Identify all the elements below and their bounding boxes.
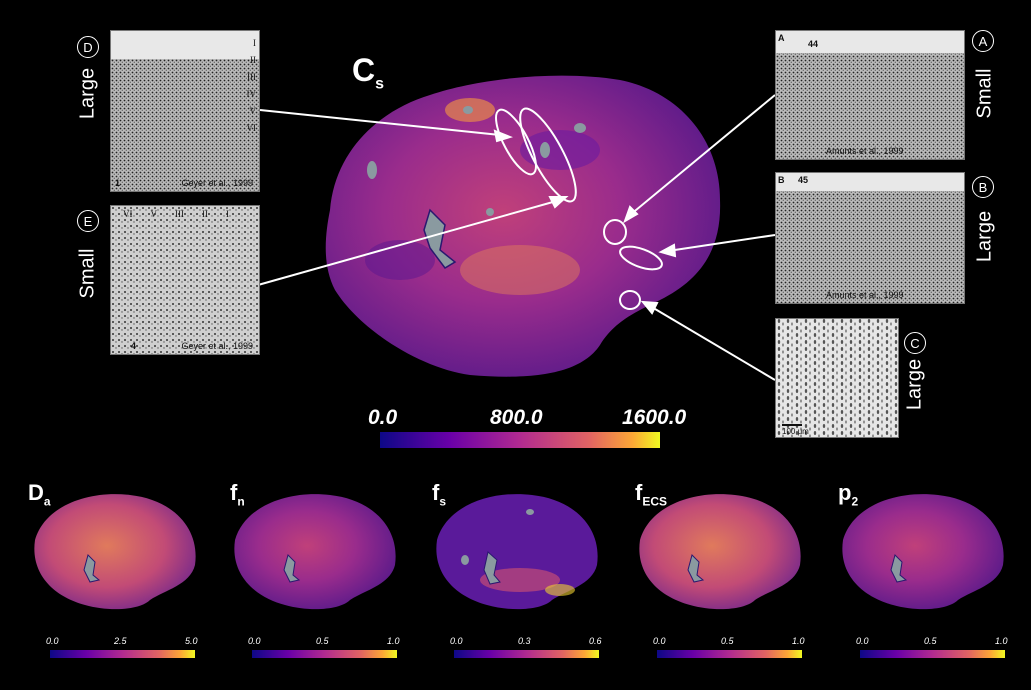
colorbar-p2 (860, 650, 1005, 658)
colorbar-fs (454, 650, 599, 658)
histology-panel-c: 100 μm (775, 318, 899, 438)
cbar-p2-mid: 0.5 (924, 636, 937, 646)
histology-e-letter: E (77, 210, 99, 232)
main-map-title: Cs (352, 52, 385, 93)
small-brain-fs (436, 494, 598, 610)
colorbar-min-label: 0.0 (368, 406, 398, 429)
histology-panel-e: 4 Geyer et al., 1999 VI V III II I (110, 205, 260, 355)
histology-e-number: 4 (131, 341, 137, 351)
histology-e-layers: VI V III II I (123, 209, 229, 219)
cbar-da-mid: 2.5 (114, 636, 127, 646)
histology-d-number: 1 (115, 178, 121, 188)
histology-a-letter: A (972, 30, 994, 52)
histology-d-size-label: Large (76, 67, 99, 120)
histology-e-size-label: Small (76, 248, 99, 299)
cbar-fs-mid: 0.3 (518, 636, 531, 646)
histology-b-caption: Amunts et al., 1999 (826, 290, 904, 300)
colorbar-max-label: 1600.0 (622, 406, 687, 429)
small-brain-fecs (639, 494, 801, 610)
small-map-title-p2: p2 (838, 480, 859, 509)
main-brain-surface (325, 75, 721, 377)
histology-panel-a: A 44 Amunts et al., 1999 (775, 30, 965, 160)
histology-e-caption: Geyer et al., 1999 (181, 341, 253, 351)
cbar-fs-max: 0.6 (589, 636, 602, 646)
histology-b-size-label: Large (973, 210, 996, 263)
histology-a-size-label: Small (973, 68, 996, 119)
histology-d-caption: Geyer et al., 1999 (181, 178, 253, 188)
histology-d-letter: D (77, 36, 99, 58)
histology-b-number: 45 (798, 175, 809, 185)
cbar-fn-min: 0.0 (248, 636, 261, 646)
small-map-title-da: Da (28, 480, 51, 509)
histology-panel-b: B 45 Amunts et al., 1999 (775, 172, 965, 304)
connection-arrows (257, 94, 776, 381)
colorbar-fn (252, 650, 397, 658)
histology-a-number: 44 (808, 39, 819, 49)
cbar-p2-min: 0.0 (856, 636, 869, 646)
gray-patch (423, 208, 457, 269)
histology-b-corner: B (778, 175, 785, 185)
cbar-fn-max: 1.0 (387, 636, 400, 646)
histology-a-corner: A (778, 33, 785, 43)
main-colorbar (380, 432, 660, 448)
histology-c-size-label: Large (903, 358, 926, 411)
histology-a-caption: Amunts et al., 1999 (826, 146, 904, 156)
colorbar-da (50, 650, 195, 658)
cbar-fs-min: 0.0 (450, 636, 463, 646)
region-outlines (495, 107, 663, 310)
histology-b-letter: B (972, 176, 994, 198)
cbar-da-min: 0.0 (46, 636, 59, 646)
colorbar-mid-label: 800.0 (490, 406, 543, 429)
histology-c-scalebar: 100 μm (782, 427, 809, 436)
cbar-p2-max: 1.0 (995, 636, 1008, 646)
small-map-title-fn: fn (230, 480, 245, 509)
cbar-da-max: 5.0 (185, 636, 198, 646)
histology-c-letter: C (904, 332, 926, 354)
cbar-fecs-max: 1.0 (792, 636, 805, 646)
cbar-fn-mid: 0.5 (316, 636, 329, 646)
colorbar-fecs (657, 650, 802, 658)
small-map-title-fecs: fECS (635, 480, 668, 509)
small-brain-da (34, 494, 196, 610)
cbar-fecs-min: 0.0 (653, 636, 666, 646)
small-map-title-fs: fs (432, 480, 447, 509)
cbar-fecs-mid: 0.5 (721, 636, 734, 646)
histology-d-layers: I II III IV V VI (246, 38, 257, 133)
histology-panel-d: 1 Geyer et al., 1999 I II III IV V VI (110, 30, 260, 192)
small-brain-p2 (842, 494, 1004, 610)
small-brain-fn (234, 494, 396, 610)
